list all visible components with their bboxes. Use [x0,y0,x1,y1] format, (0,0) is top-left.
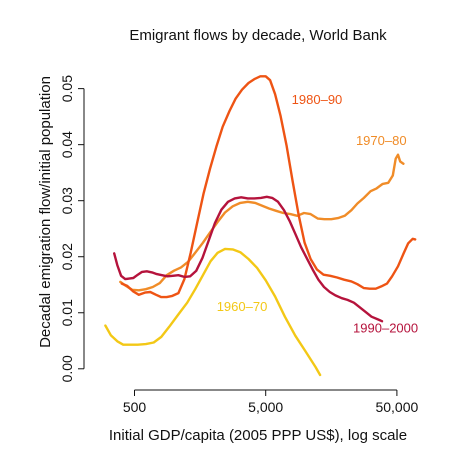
series-line-1990–2000 [113,195,384,323]
series-label: 1970–80 [356,133,407,148]
series-line-1980–90 [120,75,417,299]
y-axis-label: Decadal emigration flow/initial populati… [37,76,54,348]
y-tick-label: 0.02 [59,243,75,270]
x-tick-label: 500 [123,399,147,415]
series-line-1960–70 [104,247,322,377]
x-tick-label: 5,000 [248,399,283,415]
x-tick-label: 50,000 [375,399,418,415]
series-label: 1980–90 [292,92,343,107]
y-tick-label: 0.00 [59,355,75,382]
y-tick-label: 0.04 [59,131,75,158]
y-tick-label: 0.01 [59,299,75,326]
series-label: 1990–2000 [353,320,418,335]
y-tick-label: 0.05 [59,75,75,102]
series-line-1970–80 [119,153,405,292]
x-axis-label: Initial GDP/capita (2005 PPP US$), log s… [109,427,407,444]
y-tick-label: 0.03 [59,187,75,214]
chart-title: Emigrant flows by decade, World Bank [129,27,387,44]
series-label: 1960–70 [217,299,268,314]
axes: 0.00 0.01 0.02 0.03 0.04 0.05 500 5,000 50,000 [59,75,419,415]
plot-area: 1960–70 1970–80 1980–90 1990–2000 [104,75,418,377]
